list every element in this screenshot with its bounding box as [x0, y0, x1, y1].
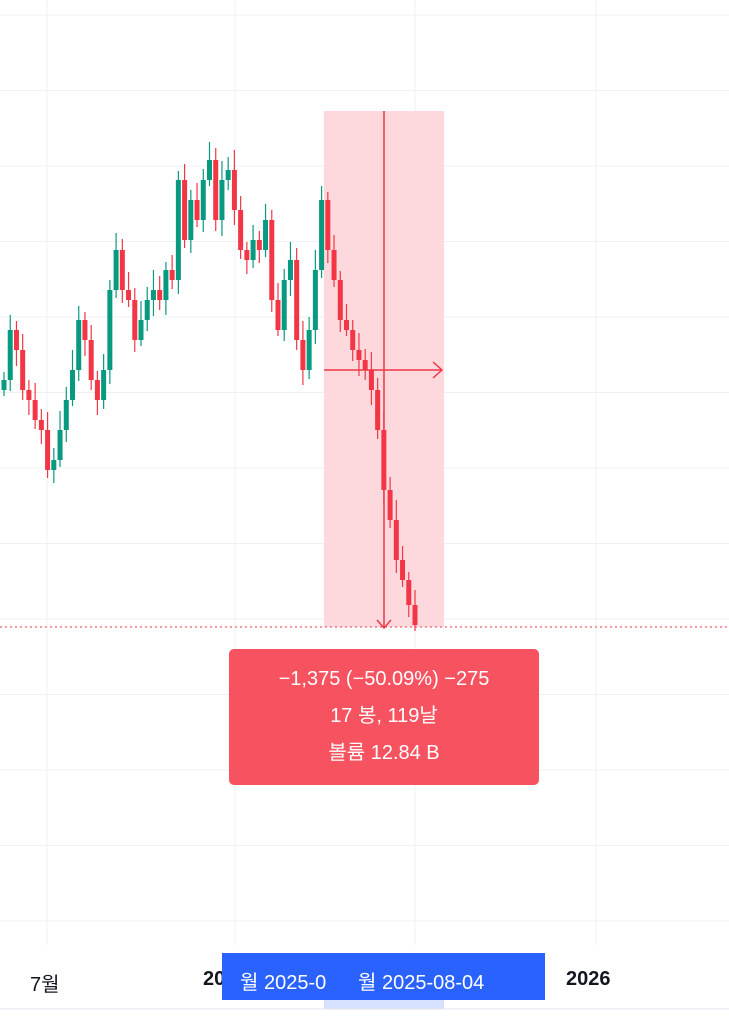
candle-body	[57, 430, 63, 460]
candle-body	[400, 560, 406, 580]
candle-body	[51, 460, 57, 470]
candle-body	[113, 250, 119, 290]
candle-body	[70, 370, 75, 400]
candle-body	[175, 180, 181, 280]
tooltip-change: −1,375 (−50.09%) −275	[278, 668, 490, 690]
candle-body	[244, 250, 250, 260]
measure-arrow-down	[376, 619, 392, 630]
candle-body	[219, 180, 225, 220]
candle-body	[138, 320, 144, 340]
candle-body	[101, 370, 107, 400]
candle-body	[337, 280, 343, 320]
candle-body	[7, 330, 13, 380]
candle-body	[194, 200, 200, 220]
measure-arrow-right	[432, 361, 444, 379]
candle-body	[32, 400, 38, 420]
candle-body	[82, 320, 88, 340]
candle-body	[325, 200, 331, 250]
candle-body	[45, 430, 51, 470]
cursor-date-label: 월 2025-0 월 2025-08-04	[222, 953, 545, 1000]
candle-body	[387, 490, 393, 520]
candle-body	[119, 250, 125, 290]
candle-body	[287, 260, 293, 280]
candle-body	[368, 370, 374, 390]
candle-body	[1, 380, 7, 390]
candle-body	[94, 380, 100, 400]
tooltip-volume: 볼륨 12.84 B	[328, 742, 440, 764]
candle-body	[350, 330, 356, 350]
candle-body	[319, 200, 325, 270]
measure-tooltip: −1,375 (−50.09%) −275 17 봉, 119날 볼륨 12.8…	[229, 649, 539, 785]
candle-body	[275, 300, 281, 330]
candle-body	[26, 390, 32, 400]
candle-body	[331, 250, 337, 280]
candle-body	[250, 240, 256, 260]
candle-body	[312, 270, 318, 330]
time-label: 20	[203, 968, 226, 990]
candle-body	[169, 270, 175, 280]
time-label: 2026	[566, 968, 611, 990]
axis-range-highlight	[324, 1000, 444, 1009]
cursor-date-end: 월 2025-08-04	[358, 972, 485, 994]
cursor-date-start: 월 2025-0	[240, 972, 327, 994]
candle-body	[38, 420, 44, 430]
candle-body	[207, 160, 212, 180]
candle-body	[306, 330, 312, 370]
candle-body	[107, 290, 113, 370]
candle-body	[182, 180, 188, 240]
candle-body	[294, 260, 300, 340]
candle-body	[362, 360, 368, 370]
candle-body	[132, 300, 138, 340]
candle-body	[200, 180, 206, 220]
candle-body	[63, 400, 69, 430]
candle-body	[412, 605, 418, 625]
candle-body	[88, 340, 94, 380]
candle-body	[76, 320, 82, 370]
candle-body	[238, 210, 244, 250]
candle-body	[126, 290, 132, 300]
candle-body	[225, 170, 231, 180]
tooltip-bars: 17 봉, 119날	[330, 705, 438, 727]
candle-body	[13, 330, 19, 350]
time-label: 7월	[30, 974, 60, 996]
candle-body	[356, 350, 362, 360]
candle-body	[20, 350, 26, 390]
candle-body	[150, 290, 156, 300]
candle-body	[231, 170, 237, 210]
candle-body	[281, 280, 287, 330]
candle-body	[144, 300, 150, 320]
candle-body	[344, 320, 349, 330]
candle-body	[213, 160, 219, 220]
candle-body	[157, 290, 163, 300]
candle-body	[300, 340, 306, 370]
candle-body	[269, 220, 275, 300]
candle-body	[263, 220, 269, 250]
candle-body	[406, 580, 412, 605]
candle-body	[163, 270, 169, 300]
candle-body	[375, 390, 381, 430]
candle-body	[256, 240, 262, 250]
candle-body	[393, 520, 399, 560]
candle-body	[188, 200, 194, 240]
